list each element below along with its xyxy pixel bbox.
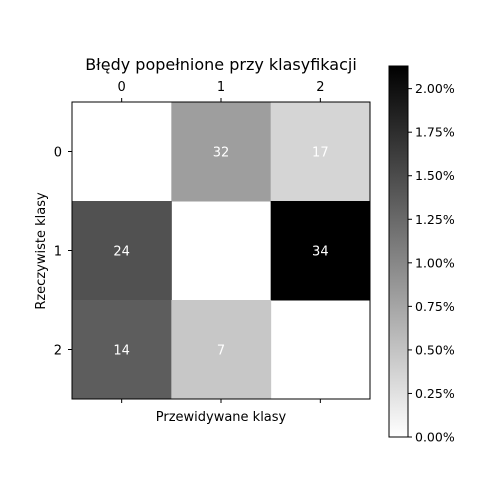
heatmap-cell-0-2 <box>270 102 371 202</box>
colorbar-tick-label-8: 2.00% <box>415 81 455 96</box>
colorbar-tick-label-1: 0.25% <box>415 386 455 401</box>
colorbar-tick-label-6: 1.50% <box>415 168 455 183</box>
colorbar-tick-label-2: 0.50% <box>415 342 455 357</box>
heatmap-cell-0-1 <box>171 102 272 202</box>
colorbar-tick-label-7: 1.75% <box>415 125 455 140</box>
cell-label-1-0: 24 <box>113 245 130 260</box>
heatmap-cells: 32 17 24 34 14 7 <box>72 102 371 400</box>
heatmap-cell-2-1 <box>171 300 272 400</box>
y-tick-label-2: 2 <box>54 344 62 359</box>
cell-label-0-1: 32 <box>213 146 230 161</box>
x-tick-label-2: 2 <box>316 80 324 95</box>
x-axis-label: Przewidywane klasy <box>156 410 287 425</box>
y-axis-label: Rzeczywiste klasy <box>34 192 49 310</box>
heatmap-cell-2-0 <box>72 300 172 400</box>
y-tick-label-0: 0 <box>54 146 62 161</box>
cell-label-1-2: 34 <box>312 245 329 260</box>
cell-label-2-0: 14 <box>113 344 130 359</box>
cell-label-2-1: 7 <box>217 344 225 359</box>
colorbar <box>388 65 409 438</box>
x-tick-label-0: 0 <box>118 80 126 95</box>
colorbar-tick-label-4: 1.00% <box>415 255 455 270</box>
colorbar-tick-label-3: 0.75% <box>415 299 455 314</box>
heatmap-cell-1-0 <box>72 201 172 301</box>
cell-label-0-2: 17 <box>312 146 329 161</box>
heatmap-axes: 0 1 2 0 1 2 <box>54 80 324 403</box>
colorbar-tick-label-0: 0.00% <box>415 430 455 445</box>
y-tick-label-1: 1 <box>54 245 62 260</box>
heatmap-cell-1-2 <box>270 201 371 301</box>
x-tick-label-1: 1 <box>217 80 225 95</box>
chart-title: Błędy popełnione przy klasyfikacji <box>85 55 357 74</box>
colorbar-tick-label-5: 1.25% <box>415 212 455 227</box>
colorbar-ticks: 0.00% 0.25% 0.50% 0.75% 1.00% 1.25% 1.50% 1.75%… <box>408 81 455 445</box>
